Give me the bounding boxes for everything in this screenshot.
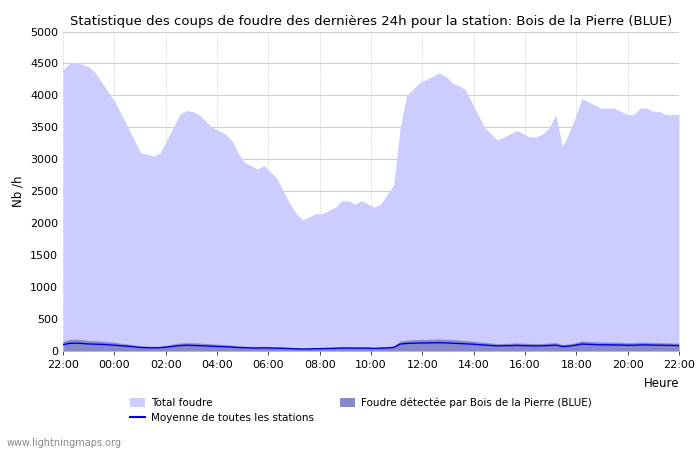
Text: Heure: Heure — [643, 377, 679, 390]
Text: www.lightningmaps.org: www.lightningmaps.org — [7, 438, 122, 448]
Y-axis label: Nb /h: Nb /h — [11, 176, 25, 207]
Title: Statistique des coups de foudre des dernières 24h pour la station: Bois de la Pi: Statistique des coups de foudre des dern… — [70, 14, 672, 27]
Legend: Total foudre, Moyenne de toutes les stations, Foudre détectée par Bois de la Pie: Total foudre, Moyenne de toutes les stat… — [130, 398, 592, 423]
